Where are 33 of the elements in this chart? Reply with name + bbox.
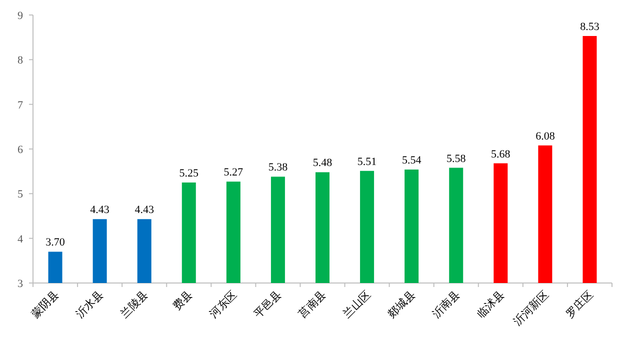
data-label: 5.51 [357, 156, 377, 168]
x-tick-label: 河东区 [207, 288, 240, 320]
data-label: 8.53 [580, 20, 600, 33]
y-tick-label: 3 [18, 278, 24, 290]
x-tick-label: 兰陵县 [118, 288, 150, 320]
y-tick-label: 6 [18, 144, 24, 156]
data-label: 5.38 [268, 162, 288, 174]
y-tick-label: 8 [18, 54, 24, 67]
y-tick-label: 7 [18, 99, 24, 112]
data-label: 5.27 [224, 166, 244, 179]
x-tick-label: 蒙阴县 [28, 288, 62, 320]
data-label: 5.68 [491, 148, 511, 160]
data-label: 5.25 [179, 168, 200, 180]
data-label: 3.70 [46, 236, 66, 249]
data-label: 4.43 [134, 204, 154, 216]
x-tick-label: 兰山区 [340, 288, 374, 320]
x-tick-label: 罗庄区 [563, 288, 596, 320]
x-tick-label: 沂水县 [73, 288, 106, 320]
y-tick-label: 4 [18, 233, 24, 246]
data-label: 5.58 [446, 152, 466, 165]
x-tick-label: 临沭县 [474, 288, 507, 320]
x-tick-label: 郯城县 [385, 288, 418, 320]
x-tick-label: 平邑县 [252, 288, 284, 320]
data-label: 6.08 [536, 130, 556, 142]
data-label: 5.54 [402, 154, 422, 167]
x-tick-label: 沂河新区 [511, 288, 552, 328]
x-tick-label: 费县 [170, 288, 196, 313]
x-tick-label: 沂南县 [430, 288, 462, 320]
y-tick-label: 5 [18, 188, 24, 201]
data-label: 4.43 [90, 204, 110, 216]
y-tick-label: 9 [18, 10, 24, 22]
data-label: 5.48 [312, 157, 333, 170]
x-tick-label: 莒南县 [296, 288, 329, 320]
